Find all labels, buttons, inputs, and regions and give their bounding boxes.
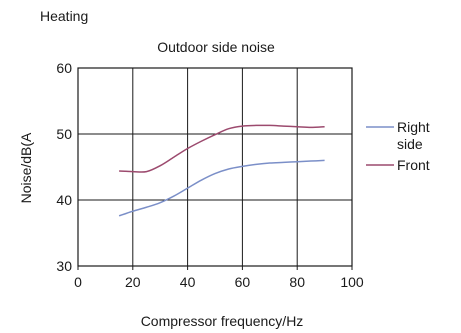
x-tick-label: 20 (125, 274, 141, 290)
legend-label: Right (397, 119, 430, 135)
legend-label: Front (397, 157, 430, 173)
x-tick-label: 0 (74, 274, 82, 290)
x-axis-label: Compressor frequency/Hz (141, 313, 304, 329)
y-tick-label: 50 (56, 126, 72, 142)
y-tick-label: 30 (56, 258, 72, 274)
y-axis-ticks: 30 40 50 60 (56, 60, 72, 274)
grid-lines (78, 68, 352, 266)
plot-frame (77, 67, 353, 267)
y-tick-label: 40 (56, 192, 72, 208)
series-line-2 (119, 124, 325, 173)
series-lines (118, 124, 325, 217)
x-tick-label: 100 (340, 274, 364, 290)
legend-label: side (397, 136, 423, 152)
series-line-1 (118, 159, 325, 217)
page-heading: Heating (40, 8, 89, 24)
y-tick-label: 60 (56, 60, 72, 76)
x-tick-label: 80 (289, 274, 305, 290)
x-axis-ticks: 0 20 40 60 80 100 (74, 266, 364, 290)
x-tick-label: 60 (235, 274, 251, 290)
x-tick-label: 40 (180, 274, 196, 290)
y-axis-label: Noise/dB(A (18, 132, 34, 203)
chart-title: Outdoor side noise (157, 39, 275, 55)
